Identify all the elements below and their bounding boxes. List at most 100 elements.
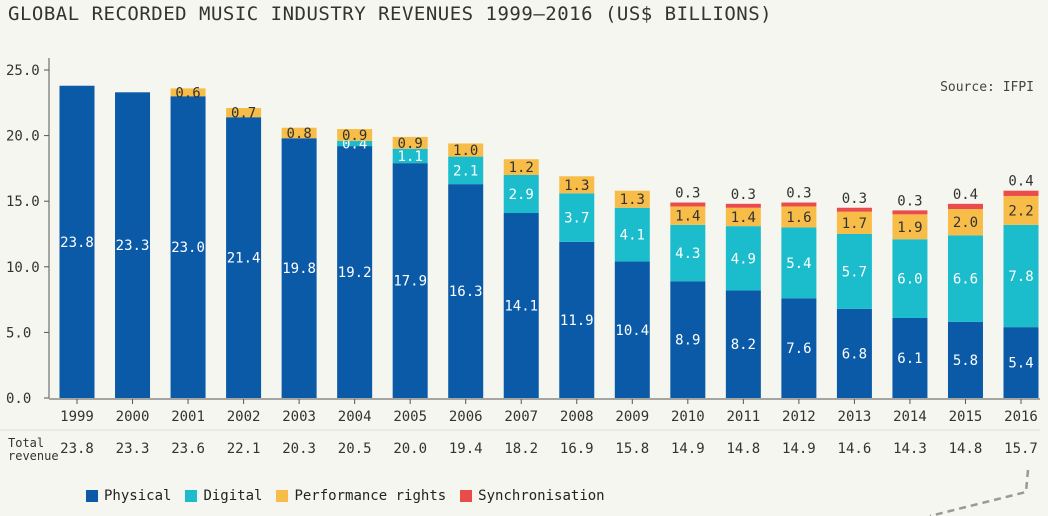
data-label-digital: 2.9 bbox=[509, 187, 534, 203]
bar-segment-synchronisation bbox=[892, 210, 928, 215]
data-label-digital: 7.8 bbox=[1008, 269, 1033, 285]
bar-segment-performance-rights bbox=[170, 88, 206, 97]
total-revenue-value: 20.3 bbox=[282, 441, 316, 457]
data-label-performance-rights: 1.3 bbox=[564, 178, 589, 194]
bar-segment-physical bbox=[337, 146, 373, 398]
legend-swatch-synchronisation bbox=[460, 490, 473, 502]
total-revenue-value: 22.1 bbox=[227, 441, 261, 457]
data-label-synchronisation: 0.3 bbox=[675, 186, 700, 202]
bar-segment-digital bbox=[559, 193, 595, 242]
total-revenue-value: 14.8 bbox=[726, 441, 760, 457]
x-tick-label: 2004 bbox=[338, 409, 372, 425]
bar-segment-physical bbox=[559, 241, 595, 398]
bar-segment-digital bbox=[392, 148, 428, 164]
data-label-physical: 19.2 bbox=[338, 265, 372, 281]
bar-segment-performance-rights bbox=[559, 176, 595, 194]
x-tick-label: 1999 bbox=[60, 409, 94, 425]
data-label-physical: 19.8 bbox=[282, 261, 316, 277]
legend-item-performance-rights: Performance rights bbox=[276, 488, 446, 504]
x-tick-label: 2009 bbox=[615, 409, 649, 425]
data-label-physical: 17.9 bbox=[393, 274, 427, 290]
x-tick-label: 2001 bbox=[171, 409, 205, 425]
data-label-physical: 8.9 bbox=[675, 333, 700, 349]
x-tick-label: 2012 bbox=[782, 409, 816, 425]
legend-swatch-physical bbox=[86, 490, 98, 502]
y-tick-label: 20.0 bbox=[6, 129, 40, 145]
bar-segment-physical bbox=[892, 317, 928, 398]
data-label-digital: 6.6 bbox=[953, 272, 978, 288]
data-label-performance-rights: 1.9 bbox=[897, 220, 922, 236]
data-label-physical: 5.8 bbox=[953, 353, 978, 369]
bar-segment-physical bbox=[1003, 327, 1039, 398]
x-tick-label: 2013 bbox=[838, 409, 872, 425]
x-tick-label: 2000 bbox=[116, 409, 150, 425]
total-revenue-value: 18.2 bbox=[504, 441, 538, 457]
total-revenue-value: 23.3 bbox=[116, 441, 150, 457]
data-label-performance-rights: 1.6 bbox=[786, 210, 811, 226]
bar-segment-physical bbox=[947, 321, 983, 398]
x-tick-label: 2010 bbox=[671, 409, 705, 425]
bar-segment-digital bbox=[1003, 224, 1039, 328]
total-revenue-value: 20.5 bbox=[338, 441, 372, 457]
data-label-performance-rights: 0.7 bbox=[231, 106, 256, 122]
data-label-synchronisation: 0.4 bbox=[1008, 174, 1033, 190]
total-revenue-value: 14.8 bbox=[949, 441, 983, 457]
y-tick-label: 15.0 bbox=[6, 194, 40, 210]
data-label-synchronisation: 0.3 bbox=[731, 187, 756, 203]
bar-segment-performance-rights bbox=[947, 209, 983, 236]
data-label-performance-rights: 1.4 bbox=[675, 209, 700, 225]
legend-item-synchronisation: Synchronisation bbox=[460, 488, 605, 504]
data-label-physical: 21.4 bbox=[227, 251, 261, 267]
data-label-digital: 6.0 bbox=[897, 272, 922, 288]
x-tick-label: 2002 bbox=[227, 409, 261, 425]
data-label-digital: 1.1 bbox=[398, 149, 423, 165]
bar-segment-synchronisation bbox=[836, 207, 872, 212]
y-tick-label: 0.0 bbox=[6, 391, 31, 407]
bar-segment-digital bbox=[503, 174, 539, 214]
bar-segment-performance-rights bbox=[614, 190, 650, 208]
total-label-line-2: revenue bbox=[8, 449, 59, 463]
bar-segment-digital bbox=[947, 235, 983, 322]
x-tick-label: 2008 bbox=[560, 409, 594, 425]
bar-segment-synchronisation bbox=[947, 203, 983, 210]
data-label-physical: 23.0 bbox=[171, 240, 205, 256]
data-label-digital: 5.7 bbox=[842, 264, 867, 280]
bar-segment-synchronisation bbox=[670, 202, 706, 207]
x-tick-label: 2006 bbox=[449, 409, 483, 425]
data-label-digital: 3.7 bbox=[564, 211, 589, 227]
data-label-physical: 10.4 bbox=[615, 323, 649, 339]
bar-segment-physical bbox=[614, 261, 650, 398]
total-revenue-value: 14.9 bbox=[671, 441, 705, 457]
x-tick-label: 2014 bbox=[893, 409, 927, 425]
data-label-performance-rights: 1.0 bbox=[453, 143, 478, 159]
total-revenue-value: 16.9 bbox=[560, 441, 594, 457]
bar-segment-synchronisation bbox=[1003, 190, 1039, 196]
total-revenue-value: 20.0 bbox=[393, 441, 427, 457]
bar-segment-physical bbox=[392, 163, 428, 398]
bar-segment-physical bbox=[503, 213, 539, 398]
data-label-performance-rights: 2.0 bbox=[953, 215, 978, 231]
data-label-synchronisation: 0.3 bbox=[897, 193, 922, 209]
bar-segment-performance-rights bbox=[836, 211, 872, 234]
data-label-digital: 4.1 bbox=[620, 228, 645, 244]
bar-segment-synchronisation bbox=[781, 202, 817, 207]
data-label-digital: 5.4 bbox=[786, 256, 811, 272]
chart-title: GLOBAL RECORDED MUSIC INDUSTRY REVENUES … bbox=[8, 3, 773, 25]
total-revenue-value: 23.6 bbox=[171, 441, 205, 457]
data-label-performance-rights: 1.4 bbox=[731, 210, 756, 226]
legend-label-digital: Digital bbox=[203, 488, 263, 504]
legend-label-synchronisation: Synchronisation bbox=[478, 488, 605, 504]
total-revenue-value: 14.3 bbox=[893, 441, 927, 457]
legend-swatch-digital bbox=[185, 490, 198, 502]
data-label-physical: 8.2 bbox=[731, 337, 756, 353]
data-label-performance-rights: 0.6 bbox=[175, 85, 200, 101]
bar-segment-digital bbox=[614, 207, 650, 262]
data-label-physical: 23.8 bbox=[60, 235, 94, 251]
x-tick-label: 2015 bbox=[949, 409, 983, 425]
legend-swatch-performance-rights bbox=[276, 490, 289, 502]
bar-segment-performance-rights bbox=[448, 143, 484, 157]
source-note: Source: IFPI bbox=[940, 80, 1034, 95]
data-label-physical: 6.8 bbox=[842, 346, 867, 362]
bar-segment-physical bbox=[226, 117, 262, 399]
